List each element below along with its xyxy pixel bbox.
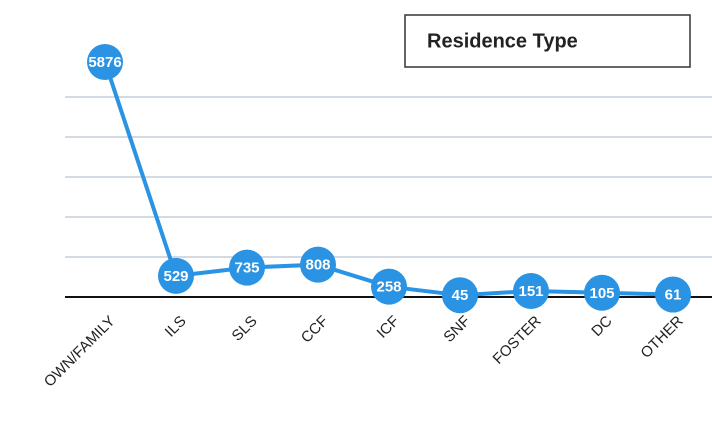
point — [371, 268, 407, 305]
x-tick-label: CCF — [298, 313, 332, 347]
point — [513, 272, 549, 309]
x-tick-label: OTHER — [637, 312, 686, 361]
data-label: 258 — [376, 279, 401, 296]
data-label: 735 — [234, 260, 259, 277]
point — [584, 274, 620, 311]
data-label: 61 — [665, 287, 682, 304]
data-label: 45 — [452, 287, 469, 304]
x-tick-label: ILS — [162, 313, 190, 341]
point — [87, 43, 123, 80]
point — [300, 246, 336, 283]
x-tick-label: SNF — [440, 313, 473, 346]
point — [229, 249, 265, 286]
data-label: 151 — [518, 283, 543, 300]
x-tick-label: SLS — [229, 313, 261, 345]
data-label: 529 — [163, 268, 188, 285]
data-label: 808 — [305, 257, 330, 274]
x-tick-label: ICF — [374, 313, 403, 342]
data-label: 105 — [589, 285, 614, 302]
x-tick-label: FOSTER — [490, 313, 545, 368]
point — [655, 276, 691, 313]
chart-title: Residence Type — [427, 30, 578, 52]
x-tick-label: OWN/FAMILY — [41, 313, 119, 391]
point — [442, 277, 478, 314]
data-label: 5876 — [88, 54, 121, 71]
title-box — [404, 14, 691, 68]
x-tick-label: DC — [588, 313, 615, 340]
point — [158, 257, 194, 294]
